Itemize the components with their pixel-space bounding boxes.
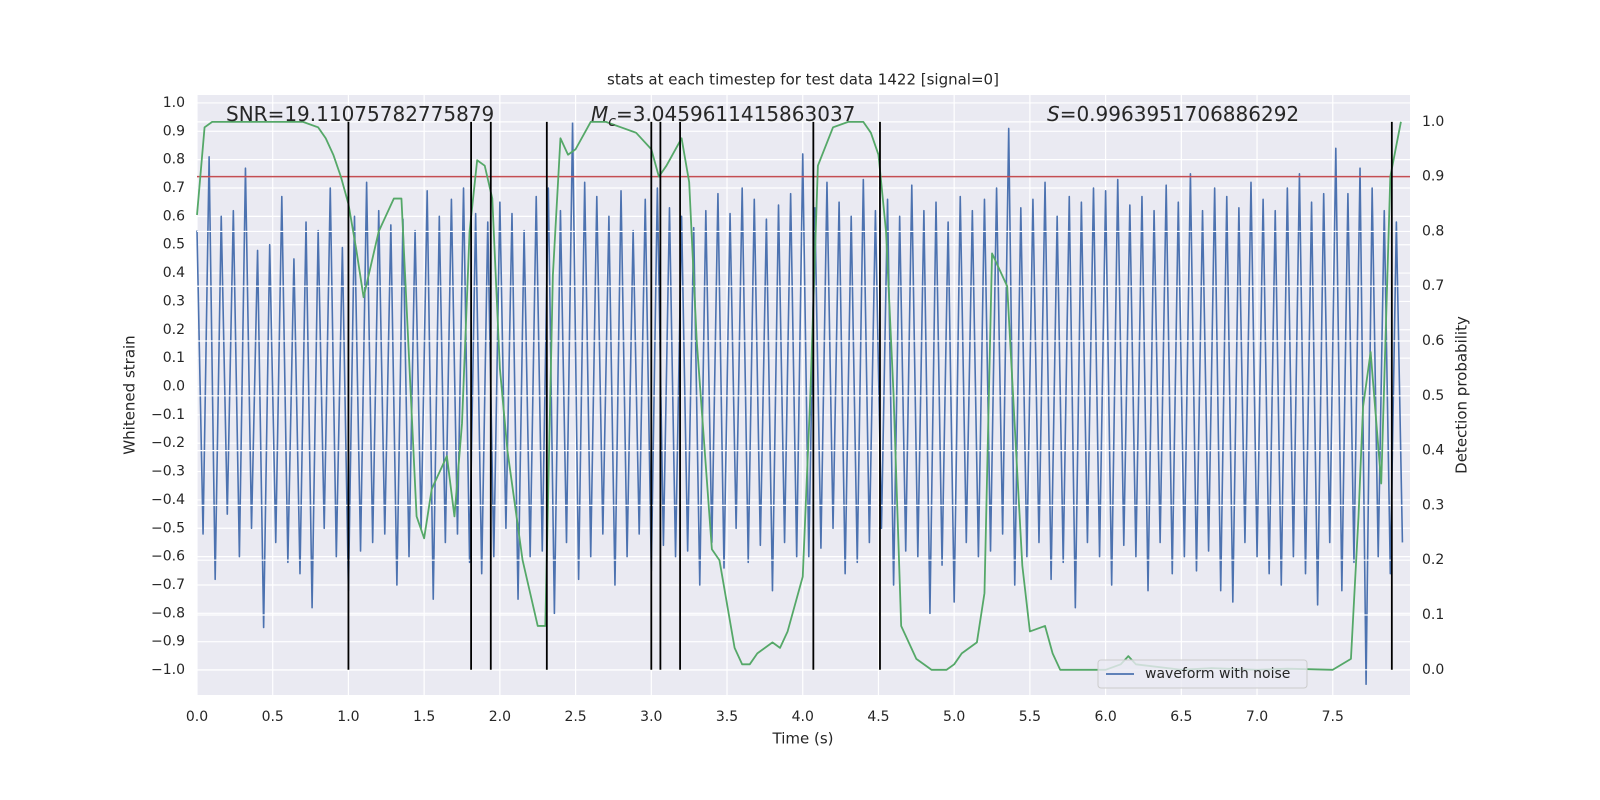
y-tick-label: 0.9 <box>163 123 185 139</box>
x-tick-label: 7.0 <box>1246 709 1268 725</box>
y-tick-label: −0.5 <box>151 520 185 536</box>
x-tick-label: 2.5 <box>564 709 586 725</box>
annotation: SNR=19.11075782775879 <box>226 102 494 126</box>
y-tick-label: −0.7 <box>151 577 185 593</box>
y2-tick-label: 0.6 <box>1422 333 1444 349</box>
y-axis-label: Whitened strain <box>121 335 139 454</box>
y-tick-label: −0.3 <box>151 464 185 480</box>
y-tick-label: 0.4 <box>163 265 185 281</box>
x-tick-label: 4.0 <box>792 709 814 725</box>
legend-box <box>1097 659 1308 689</box>
y-tick-label: 0.8 <box>163 152 185 168</box>
x-tick-label: 5.5 <box>1019 709 1041 725</box>
y2-tick-label: 0.3 <box>1422 497 1444 513</box>
annotation-value: =0.9963951706886292 <box>1060 102 1299 126</box>
y2-tick-label: 0.2 <box>1422 552 1444 568</box>
probability-line <box>196 120 1402 671</box>
y2-tick-label: 0.7 <box>1422 278 1444 294</box>
y-tick-label: 0.1 <box>163 350 185 366</box>
annotation-value: =3.0459611415863037 <box>616 102 855 126</box>
y2-tick-label: 0.8 <box>1422 223 1444 239</box>
x-tick-label: 6.0 <box>1094 709 1116 725</box>
x-axis-label: Time (s) <box>772 730 834 748</box>
y2-tick-label: 0.9 <box>1422 169 1444 185</box>
annotation-symbol: S <box>1047 102 1060 126</box>
y-tick-label: −0.6 <box>151 549 185 565</box>
x-tick-label: 3.5 <box>716 709 738 725</box>
y-tick-label: 0.3 <box>163 293 185 309</box>
y-tick-label: −0.1 <box>151 407 185 423</box>
annotation: S=0.9963951706886292 <box>1047 102 1299 126</box>
y2-tick-label: 0.4 <box>1422 443 1444 459</box>
y-tick-label: −0.4 <box>151 492 185 508</box>
x-tick-label: 4.5 <box>867 709 889 725</box>
waveform-line <box>196 121 1404 686</box>
y-tick-label: 0.7 <box>163 180 185 196</box>
annotation-subscript: c <box>608 114 616 130</box>
x-tick-label: 6.5 <box>1170 709 1192 725</box>
x-tick-label: 0.0 <box>186 709 208 725</box>
legend-label: waveform with noise <box>1145 666 1290 682</box>
annotation-value: =19.11075782775879 <box>268 102 495 126</box>
y2-tick-label: 1.0 <box>1422 114 1444 130</box>
y-tick-label: −0.2 <box>151 435 185 451</box>
annotation-symbol: SNR <box>226 102 268 126</box>
y-tick-label: −1.0 <box>151 662 185 678</box>
y-tick-label: −0.9 <box>151 634 185 650</box>
y2-tick-label: 0.5 <box>1422 388 1444 404</box>
y-tick-label: −0.8 <box>151 605 185 621</box>
x-tick-label: 2.0 <box>489 709 511 725</box>
annotation-symbol: M <box>591 102 608 126</box>
y-tick-label: 0.0 <box>163 378 185 394</box>
x-tick-label: 1.5 <box>413 709 435 725</box>
y-tick-label: 0.5 <box>163 237 185 253</box>
y2-axis-label: Detection probability <box>1453 316 1471 474</box>
y2-tick-label: 0.1 <box>1422 607 1444 623</box>
y-tick-label: 0.6 <box>163 208 185 224</box>
y-tick-label: 1.0 <box>163 95 185 111</box>
x-tick-label: 5.0 <box>943 709 965 725</box>
x-tick-label: 3.0 <box>640 709 662 725</box>
y-tick-label: 0.2 <box>163 322 185 338</box>
y2-tick-label: 0.0 <box>1422 662 1444 678</box>
x-tick-label: 1.0 <box>337 709 359 725</box>
chart-title: stats at each timestep for test data 142… <box>607 71 999 89</box>
x-tick-label: 0.5 <box>262 709 284 725</box>
annotation: Mc=3.0459611415863037 <box>591 102 855 130</box>
x-tick-label: 7.5 <box>1322 709 1344 725</box>
